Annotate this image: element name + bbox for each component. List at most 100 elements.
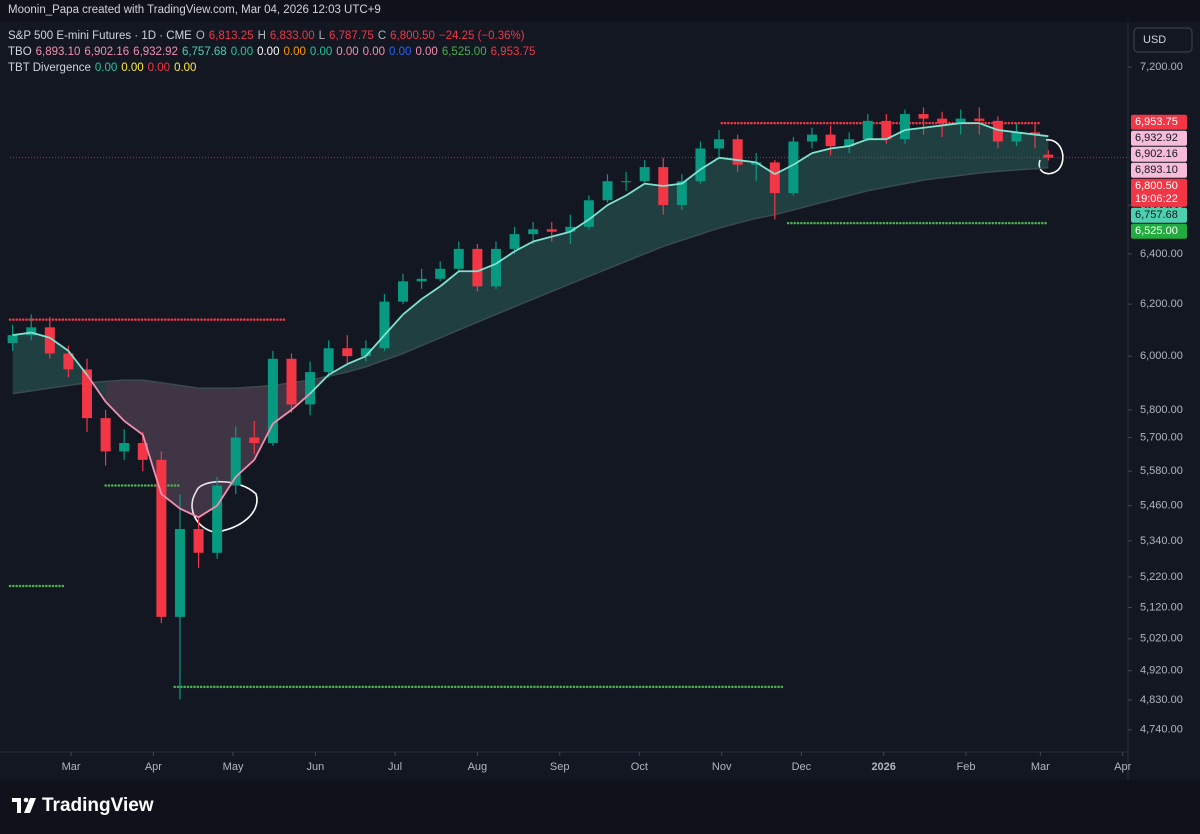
- band: [124, 380, 143, 435]
- quote-item: 6,833.00: [269, 30, 315, 42]
- fast-line: [477, 262, 497, 273]
- fast-line: [12, 331, 32, 337]
- candle-body: [788, 141, 799, 194]
- fast-line: [755, 161, 776, 175]
- fast-line: [532, 235, 552, 243]
- candle-body: [379, 301, 390, 349]
- band: [533, 236, 552, 300]
- currency: USD: [1143, 34, 1166, 46]
- indicator-value: 6,893.10: [35, 46, 81, 58]
- indicator-value: 0.00: [415, 46, 438, 58]
- candle-body: [119, 443, 130, 452]
- indicator-name: TBO: [8, 46, 32, 58]
- currency-button[interactable]: [1133, 27, 1193, 53]
- candle-body: [676, 181, 687, 206]
- fast-line: [978, 122, 999, 131]
- quote-item: O: [195, 30, 205, 42]
- indicator-value: 0.00: [174, 62, 197, 74]
- fast-line: [179, 507, 199, 519]
- y-tick-label: 4,830.00: [1140, 694, 1183, 706]
- candle-body: [751, 162, 762, 165]
- price-tag-label: 6,893.10: [1135, 164, 1178, 176]
- candle-body: [174, 529, 185, 617]
- fast-line: [328, 363, 348, 376]
- fast-line: [551, 230, 571, 238]
- price-tag: [1131, 207, 1187, 223]
- price-tag-label: 6,757.68: [1135, 209, 1178, 221]
- indicator-value: 0.00: [389, 46, 412, 58]
- fast-line: [792, 152, 813, 166]
- fast-line: [1016, 131, 1036, 136]
- band: [626, 183, 645, 262]
- legend-row: S&P 500 E-mini Futures · 1D · CME O 6,813.…: [8, 30, 529, 42]
- fast-line: [607, 194, 627, 206]
- band: [421, 286, 441, 346]
- band: [923, 125, 943, 181]
- band: [551, 231, 571, 292]
- band: [942, 123, 961, 178]
- band: [886, 130, 905, 188]
- fast-line: [31, 331, 51, 339]
- price-tag: [1131, 114, 1187, 130]
- candle-body: [267, 358, 278, 444]
- candle-body: [806, 134, 817, 142]
- price-tag: [1131, 130, 1187, 146]
- y-tick-label: 5,580.00: [1140, 465, 1183, 477]
- y-tick-label: 6,200.00: [1140, 298, 1183, 310]
- price-tag-timer: 19:06:22: [1135, 193, 1178, 205]
- credit: Moonin_Papa created with TradingView.com…: [8, 4, 381, 16]
- candle-body: [286, 358, 297, 405]
- slow-line: [12, 166, 1049, 395]
- candle-body: [137, 443, 148, 460]
- candle-body: [992, 120, 1003, 142]
- fast-line: [718, 156, 738, 161]
- candle-body: [881, 120, 892, 140]
- fast-line: [941, 122, 961, 127]
- quote-item: H: [257, 30, 266, 42]
- band: [1016, 132, 1036, 170]
- fast-line: [495, 250, 516, 265]
- fast-line: [830, 145, 850, 150]
- band: [403, 299, 422, 354]
- candle-body: [714, 139, 725, 149]
- candle-body: [100, 418, 111, 452]
- candle-body: [323, 348, 334, 373]
- fast-line: [67, 350, 88, 376]
- y-tick-label: 7,200.00: [1140, 61, 1183, 73]
- logo: [12, 797, 36, 813]
- candle-body: [82, 369, 93, 419]
- candle-body: [305, 372, 316, 405]
- legend-row: TBO 6,893.10 6,902.16 6,932.92 6,757.68 0.00 0…: [8, 46, 539, 58]
- candle-body: [63, 353, 74, 370]
- candle-body: [342, 348, 353, 357]
- x-tick-label: Mar: [1031, 761, 1050, 773]
- band: [849, 139, 868, 196]
- fast-line: [198, 504, 218, 519]
- quote-item: 6,800.50: [390, 30, 435, 42]
- candle-body: [844, 139, 855, 147]
- band: [198, 388, 218, 518]
- fast-line: [625, 182, 646, 197]
- candle-body: [7, 335, 18, 343]
- candle-body: [360, 348, 371, 357]
- y-tick-label: 5,800.00: [1140, 404, 1183, 416]
- price-tag-label: 6,525.00: [1135, 225, 1178, 237]
- fast-line: [1034, 133, 1049, 138]
- indicator-value: 0.00: [362, 46, 386, 58]
- symbol: S&P 500 E-mini Futures · 1D · CME: [8, 30, 192, 42]
- candle-body: [899, 114, 910, 140]
- candle-body: [212, 485, 223, 553]
- candle-body: [1030, 132, 1041, 135]
- indicator-value: 6,902.16: [84, 46, 130, 58]
- fast-line: [383, 313, 404, 336]
- indicator-value: 6,932.92: [133, 46, 178, 58]
- fast-line: [569, 218, 590, 233]
- band: [607, 195, 627, 269]
- y-tick-label: 6,400.00: [1140, 248, 1183, 260]
- band: [719, 157, 738, 229]
- x-tick-label: Oct: [631, 761, 648, 773]
- x-tick-label: May: [223, 761, 244, 773]
- band: [1035, 134, 1049, 169]
- fast-line: [737, 159, 757, 164]
